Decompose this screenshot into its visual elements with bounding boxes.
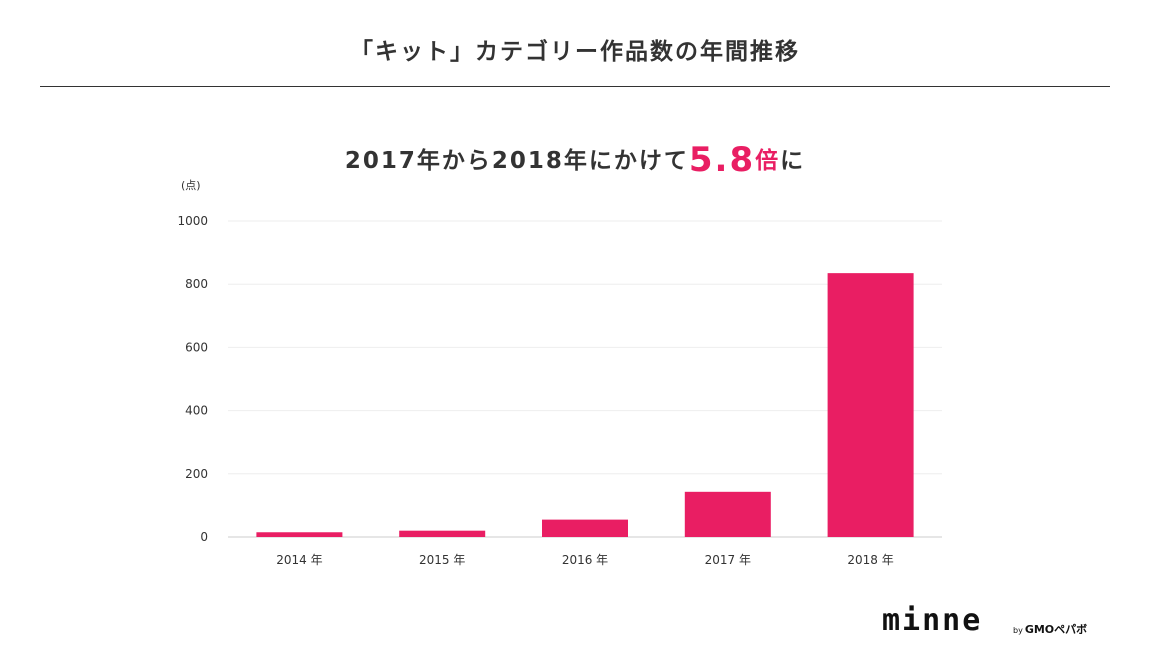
y-tick-label: 0 — [200, 530, 208, 544]
y-tick-label: 800 — [185, 277, 208, 291]
headline-multiplier: 倍 — [755, 148, 781, 174]
gmo-pepabo-brand: by GMOペパボ — [1013, 621, 1087, 637]
brand-by: by — [1013, 626, 1023, 635]
bar — [542, 519, 628, 537]
x-tick-label: 2016 年 — [562, 553, 608, 567]
brand-name: GMOペパボ — [1024, 623, 1088, 636]
page-title: 「キット」カテゴリー作品数の年間推移 — [350, 39, 800, 65]
headline-value: 5.8 — [688, 140, 756, 180]
bar — [684, 491, 771, 537]
x-tick-label: 2017 年 — [705, 553, 751, 567]
y-tick-label: 200 — [185, 467, 208, 481]
bar — [399, 530, 486, 537]
title-divider — [40, 86, 1110, 87]
x-tick-label: 2014 年 — [276, 553, 322, 567]
bar — [256, 532, 343, 537]
y-tick-label: 600 — [185, 340, 208, 354]
minne-logo: minne — [882, 603, 983, 638]
y-tick-label: 1000 — [177, 214, 208, 228]
y-tick-label: 400 — [185, 404, 208, 418]
bar — [827, 273, 914, 537]
x-tick-label: 2015 年 — [419, 553, 465, 567]
chart-headline: 2017年から2018年にかけて5.8倍に — [0, 140, 1150, 180]
headline-text: 2017年から2018年にかけて — [344, 148, 689, 174]
y-axis-unit-label: (点) — [181, 179, 201, 192]
headline-end: に — [780, 148, 806, 174]
x-tick-label: 2018 年 — [847, 553, 893, 567]
